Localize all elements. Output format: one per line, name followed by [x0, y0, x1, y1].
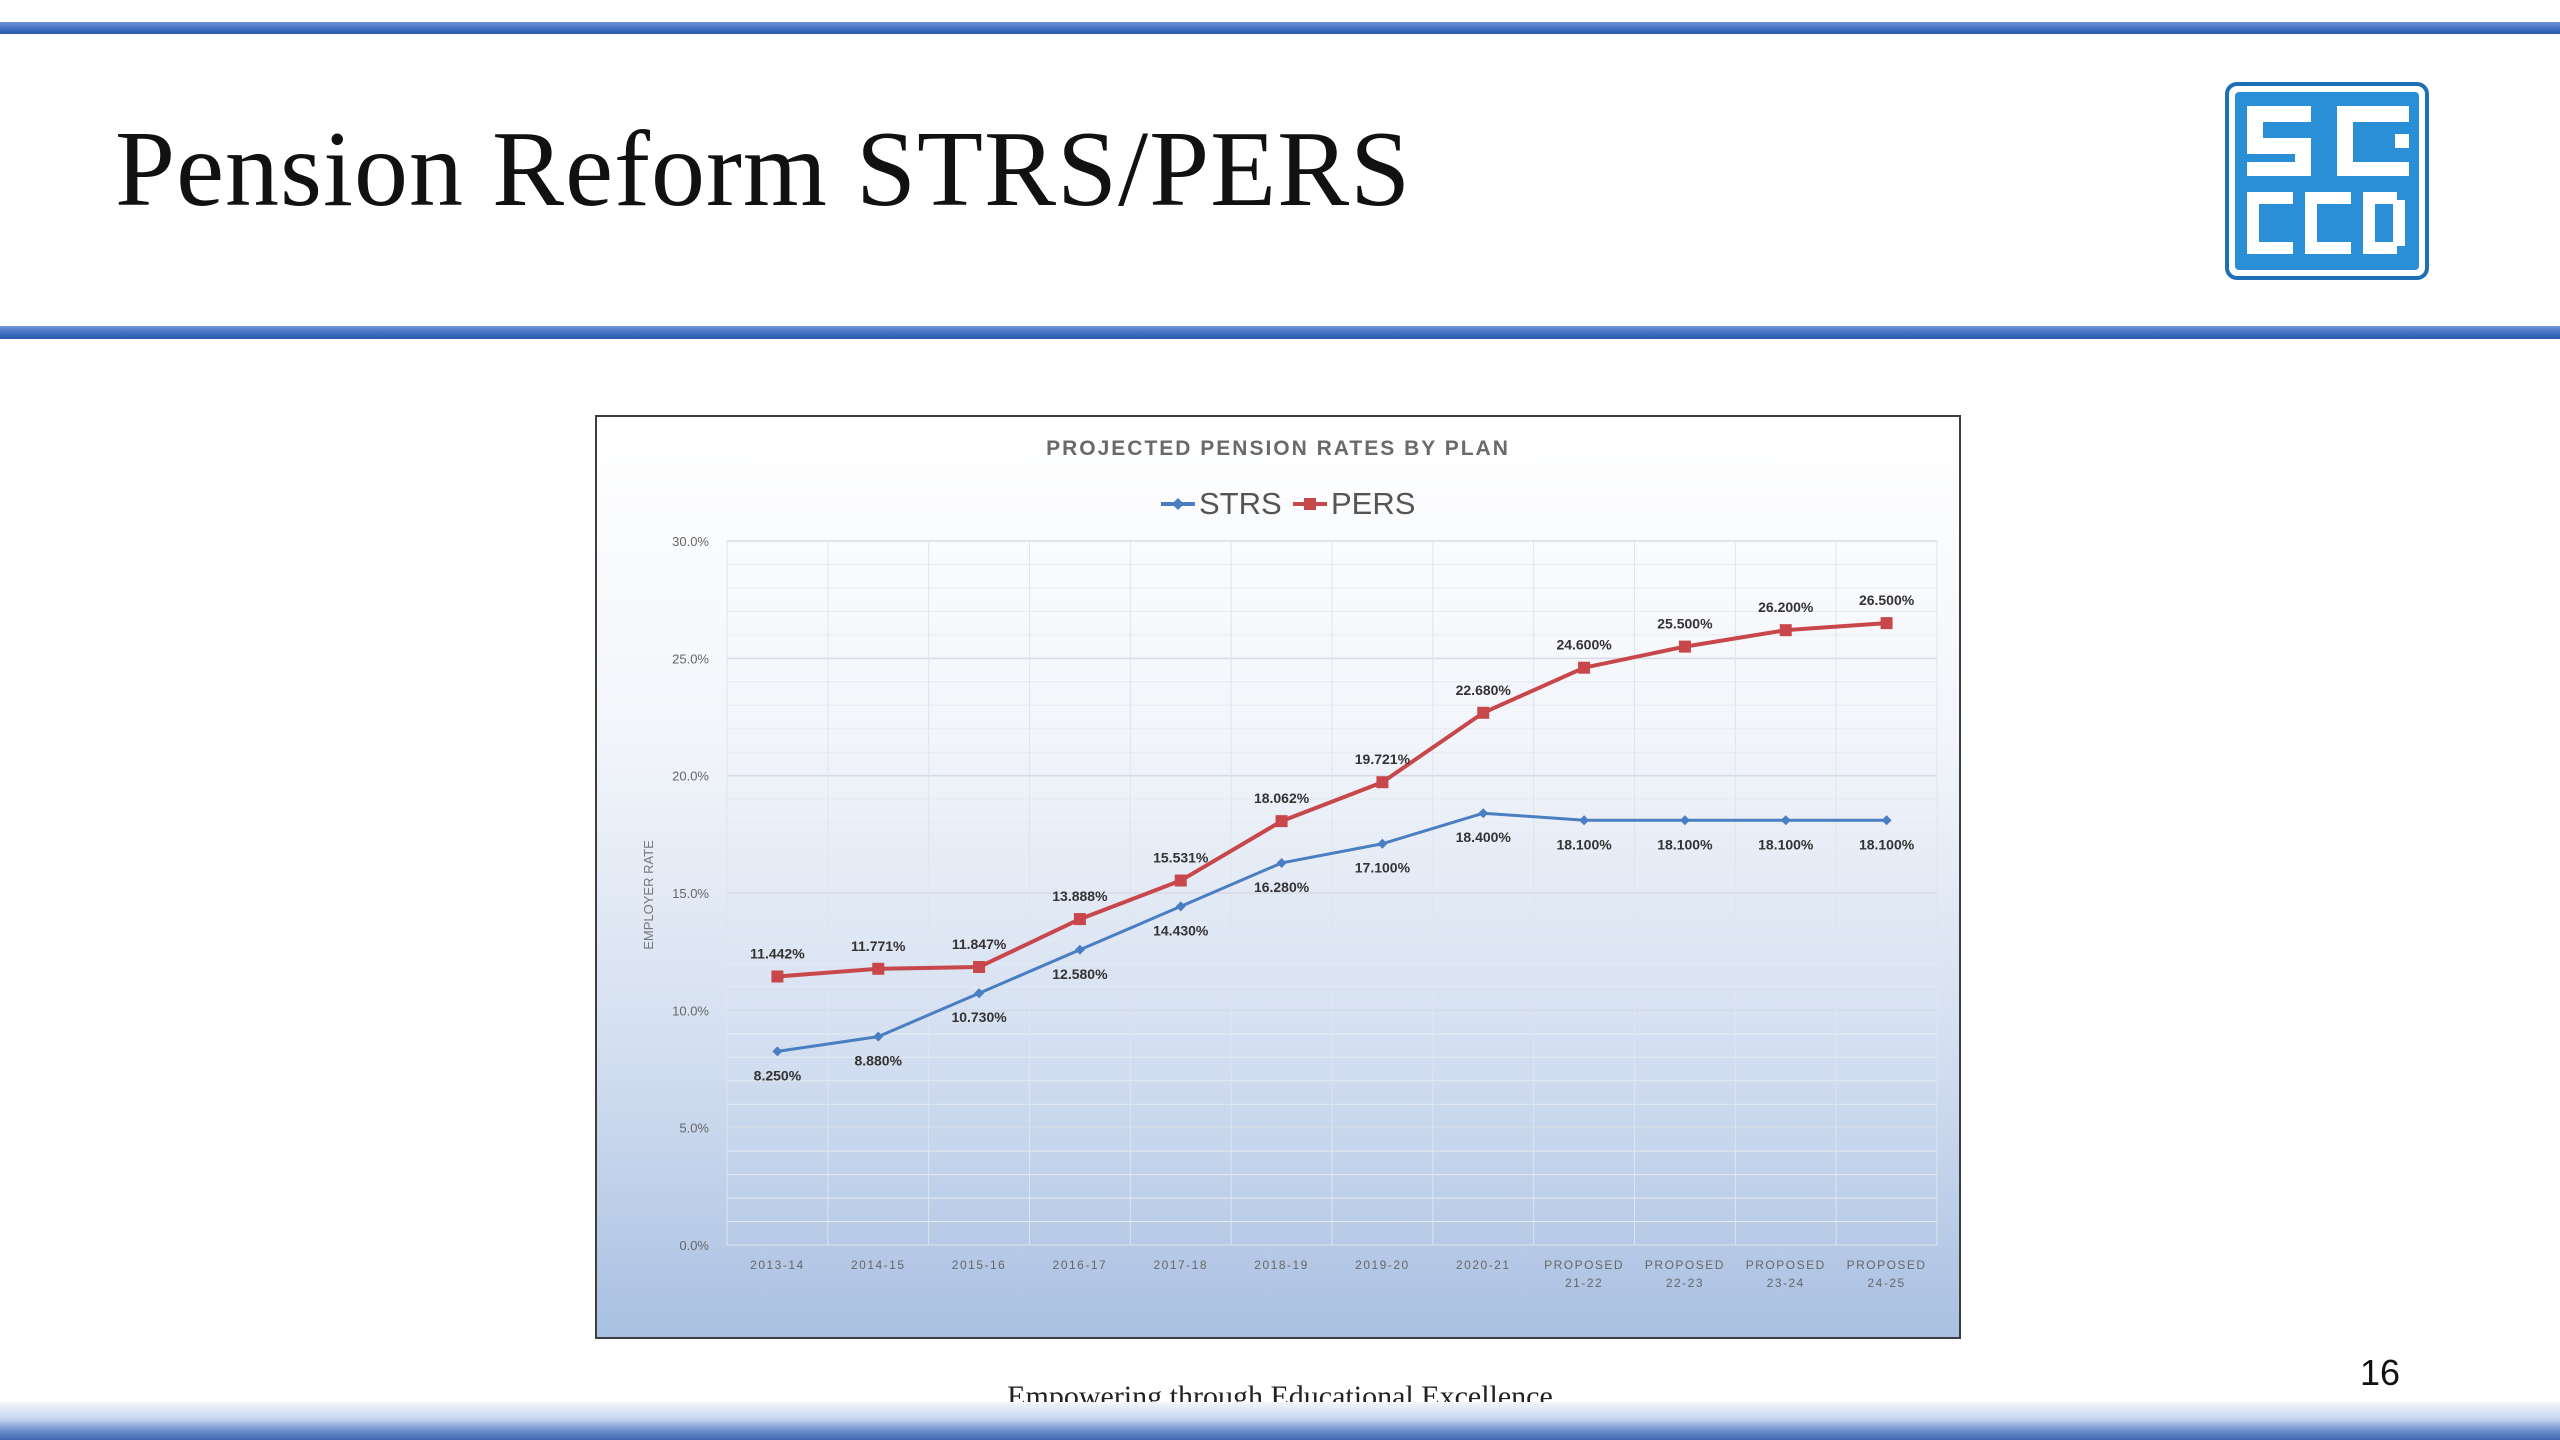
data-point-pers: [1779, 624, 1792, 637]
x-tick-label: 22-23: [1666, 1276, 1704, 1290]
x-tick-label: PROPOSED: [1847, 1258, 1927, 1272]
y-axis-label: EMPLOYER RATE: [641, 840, 656, 950]
y-tick-label: 20.0%: [672, 769, 709, 784]
y-tick-label: 10.0%: [672, 1003, 709, 1018]
chart-legend: STRS PERS: [1161, 486, 1415, 521]
data-label-strs: 16.280%: [1254, 879, 1310, 895]
data-point-strs: [1780, 815, 1791, 826]
x-tick-label: 23-24: [1767, 1276, 1805, 1290]
series-line-pers: [777, 621, 1887, 979]
data-label-strs: 18.100%: [1859, 836, 1915, 852]
data-label-pers: 22.680%: [1456, 682, 1512, 698]
header-divider-rule: [0, 326, 2560, 339]
data-point-pers: [1174, 874, 1187, 887]
data-point-strs: [974, 988, 985, 999]
pension-rates-chart: PROJECTED PENSION RATES BY PLAN STRS PER…: [595, 415, 1961, 1339]
x-tick-label: PROPOSED: [1746, 1258, 1826, 1272]
data-label-strs: 18.100%: [1758, 836, 1814, 852]
x-tick-label: 2019-20: [1355, 1258, 1410, 1272]
x-tick-label: 2016-17: [1053, 1258, 1108, 1272]
data-point-pers: [973, 960, 986, 973]
data-label-strs: 8.880%: [855, 1053, 903, 1069]
data-point-strs: [1478, 808, 1489, 819]
data-label-pers: 15.531%: [1153, 850, 1209, 866]
data-label-strs: 17.100%: [1355, 860, 1411, 876]
data-label-pers: 26.200%: [1758, 599, 1814, 615]
data-point-pers: [1678, 640, 1691, 653]
data-label-pers: 11.442%: [750, 945, 805, 961]
data-point-strs: [1881, 815, 1892, 826]
data-point-strs: [1579, 815, 1590, 826]
legend-strs-marker: [1172, 498, 1184, 510]
data-label-pers: 11.771%: [851, 938, 906, 954]
data-point-strs: [1679, 815, 1690, 826]
data-label-pers: 11.847%: [952, 936, 1007, 952]
legend-pers-label: PERS: [1331, 486, 1415, 521]
data-point-strs: [1377, 838, 1388, 849]
data-label-strs: 12.580%: [1052, 966, 1108, 982]
data-label-strs: 8.250%: [754, 1067, 802, 1083]
data-point-pers: [1880, 617, 1893, 630]
data-label-pers: 26.500%: [1859, 592, 1915, 608]
x-tick-label: 2017-18: [1153, 1258, 1208, 1272]
y-tick-label: 25.0%: [672, 651, 709, 666]
x-tick-label: PROPOSED: [1645, 1258, 1725, 1272]
y-tick-label: 0.0%: [679, 1238, 709, 1253]
data-point-strs: [1175, 901, 1186, 912]
chart-title: PROJECTED PENSION RATES BY PLAN: [1046, 437, 1510, 460]
data-point-pers: [1477, 706, 1490, 719]
data-point-strs: [772, 1046, 783, 1057]
chart-canvas: PROJECTED PENSION RATES BY PLAN STRS PER…: [641, 437, 1938, 1290]
data-point-strs: [1074, 944, 1085, 955]
series-line-strs: [777, 811, 1887, 1053]
data-label-pers: 13.888%: [1052, 888, 1108, 904]
x-tick-label: 2015-16: [952, 1258, 1007, 1272]
legend-pers-marker: [1304, 498, 1316, 510]
data-point-pers: [771, 970, 784, 983]
page-title: Pension Reform STRS/PERS: [115, 110, 1412, 229]
data-point-pers: [872, 962, 885, 975]
data-label-strs: 10.730%: [951, 1009, 1007, 1025]
y-tick-label: 30.0%: [672, 534, 709, 549]
data-label-strs: 18.400%: [1456, 829, 1512, 845]
slide-number: 16: [2359, 1352, 2400, 1393]
legend-strs-label: STRS: [1199, 486, 1282, 521]
data-point-pers: [1275, 815, 1288, 828]
data-point-strs: [873, 1031, 884, 1042]
data-label-pers: 24.600%: [1556, 637, 1612, 653]
y-tick-label: 5.0%: [679, 1121, 709, 1136]
data-label-pers: 19.721%: [1355, 751, 1411, 767]
scccd-logo-mark: [2225, 82, 2429, 280]
data-point-strs: [1276, 857, 1287, 868]
x-tick-label: 21-22: [1565, 1276, 1603, 1290]
data-label-strs: 14.430%: [1153, 922, 1209, 938]
x-tick-label: 2014-15: [851, 1258, 906, 1272]
data-point-pers: [1376, 776, 1389, 789]
data-point-pers: [1578, 661, 1591, 674]
x-tick-label: 2013-14: [750, 1258, 805, 1272]
bottom-accent-band: [0, 1402, 2560, 1440]
data-label-strs: 18.100%: [1657, 836, 1713, 852]
data-label-strs: 18.100%: [1556, 836, 1612, 852]
data-label-pers: 18.062%: [1254, 790, 1310, 806]
scccd-logo: [2225, 82, 2429, 280]
y-tick-label: 15.0%: [672, 886, 709, 901]
x-tick-label: 24-25: [1867, 1276, 1905, 1290]
top-accent-rule: [0, 22, 2560, 34]
x-tick-label: PROPOSED: [1544, 1258, 1624, 1272]
data-label-pers: 25.500%: [1657, 616, 1713, 632]
data-point-pers: [1073, 913, 1086, 926]
x-tick-label: 2020-21: [1456, 1258, 1511, 1272]
x-tick-label: 2018-19: [1254, 1258, 1309, 1272]
